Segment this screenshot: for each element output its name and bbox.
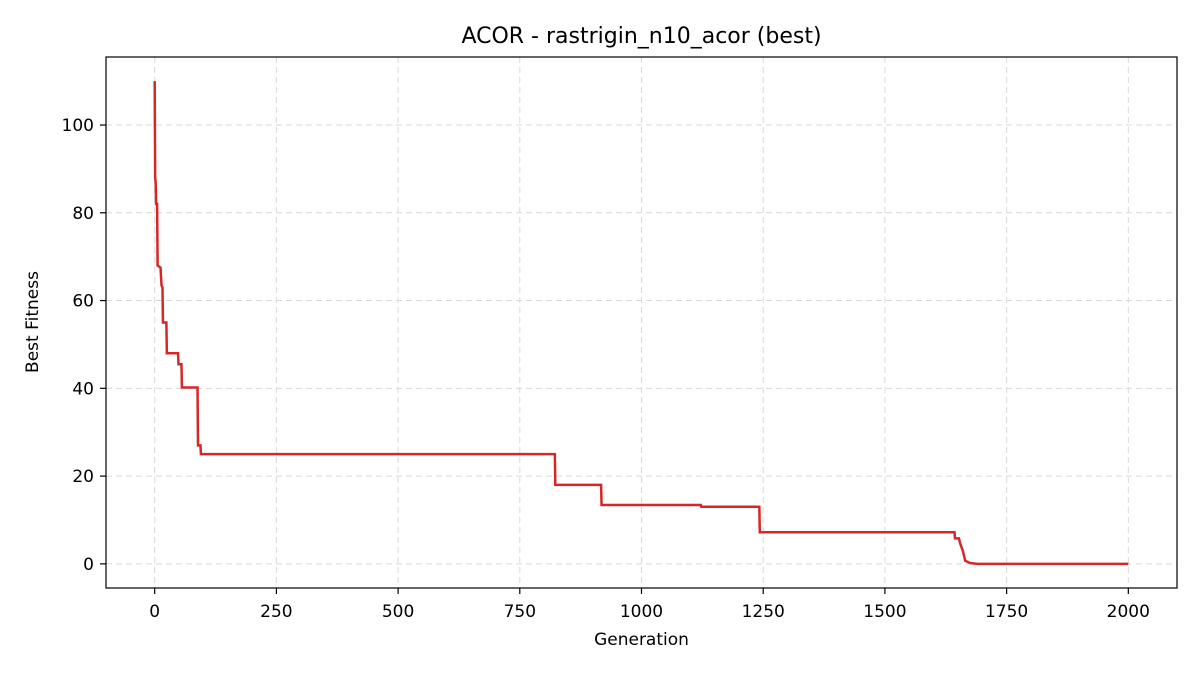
x-tick-label: 1000 <box>620 602 663 622</box>
x-tick-label: 250 <box>260 602 292 622</box>
y-tick-label: 40 <box>72 379 94 399</box>
ticks: 0 250 500 750 1000 1250 1500 1750 2000 0 20 40 60 80 1… <box>62 116 1150 622</box>
x-tick-label: 750 <box>504 602 536 622</box>
x-tick-label: 1250 <box>742 602 785 622</box>
y-tick-label: 0 <box>83 555 94 575</box>
y-tick-label: 20 <box>72 467 94 487</box>
y-tick-label: 80 <box>72 204 94 224</box>
x-tick-label: 2000 <box>1107 602 1150 622</box>
series-line <box>153 81 1129 566</box>
x-tick-label: 1500 <box>863 602 906 622</box>
y-tick-label: 100 <box>62 116 94 136</box>
x-tick-label: 1750 <box>985 602 1028 622</box>
x-tick-label: 0 <box>149 602 160 622</box>
chart-title: ACOR - rastrigin_n10_acor (best) <box>461 24 821 49</box>
x-tick-label: 500 <box>382 602 414 622</box>
x-axis-label: Generation <box>594 630 689 650</box>
y-axis-label: Best Fitness <box>23 271 43 373</box>
y-tick-label: 60 <box>72 292 94 312</box>
